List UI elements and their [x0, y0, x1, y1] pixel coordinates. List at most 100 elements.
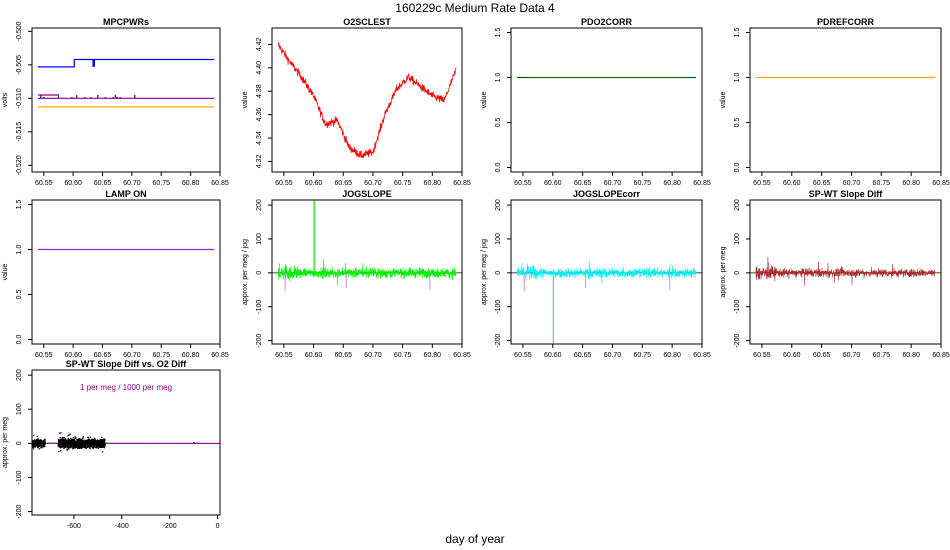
scatter-point	[103, 446, 105, 449]
scatter-point	[68, 447, 70, 449]
scatter-point	[93, 444, 95, 446]
y-tick-label: 0	[734, 271, 741, 275]
scatter-point	[75, 439, 78, 441]
scatter-point	[89, 436, 91, 438]
scatter-point	[101, 445, 103, 447]
plot-area	[750, 256, 941, 286]
scatter-point	[75, 441, 77, 443]
y-tick-label: 200	[734, 199, 741, 211]
figure-title: 160229c Medium Rate Data 4	[395, 1, 555, 15]
scatter-point	[96, 444, 98, 446]
plot-area	[272, 200, 462, 292]
panel-o2sclest: O2SCLEST value 60.55 60.60 60.65 60.70 60.75 60…	[242, 17, 471, 187]
scatter-point	[87, 436, 89, 438]
x-tick-label: 60.80	[663, 180, 681, 187]
scatter-point	[65, 443, 67, 445]
scatter-point	[95, 441, 97, 443]
panel-pdrefcorr: PDREFCORR value 60.55 60.60 60.65 60.70 60.75 6…	[720, 17, 950, 187]
scatter-point	[93, 442, 96, 444]
scatter-point	[66, 446, 69, 449]
scatter-point	[98, 445, 100, 447]
scatter-point	[98, 443, 100, 445]
x-tick-label: 60.85	[211, 352, 229, 359]
scatter-point	[66, 448, 68, 450]
scatter-point	[37, 444, 39, 446]
scatter-point	[102, 443, 104, 445]
scatter-point	[60, 449, 62, 452]
x-tick-label: 60.60	[544, 180, 562, 187]
panel-title: JOGSLOPEcorr	[573, 189, 641, 199]
y-tick-label: 100	[495, 233, 502, 245]
scatter-point	[82, 437, 84, 439]
y-axis-label: value	[720, 92, 727, 109]
scatter-point	[70, 446, 72, 449]
scatter-point	[72, 447, 75, 450]
scatter-point	[60, 444, 62, 446]
scatter-point	[62, 440, 65, 442]
scatter-point	[85, 447, 87, 449]
scatter-point	[63, 442, 65, 444]
scatter-point	[81, 439, 84, 442]
plot-frame	[510, 199, 703, 345]
scatter-point	[69, 445, 72, 447]
scatter-point	[38, 442, 41, 444]
annotation: 1 per meg / 1000 per meg	[80, 383, 172, 392]
scatter-point	[69, 446, 71, 448]
scatter-point	[89, 439, 91, 441]
x-tick-label: 60.85	[453, 352, 471, 359]
scatter-point	[89, 447, 91, 450]
plot-area	[511, 260, 702, 344]
scatter-point	[32, 440, 34, 442]
x-tick-label: 60.65	[334, 180, 352, 187]
scatter-point	[32, 445, 35, 447]
x-tick-label: 60.85	[932, 180, 950, 187]
scatter-point	[82, 446, 84, 449]
series-line	[277, 42, 457, 159]
scatter-point	[101, 445, 103, 448]
x-tick-label: 60.55	[753, 180, 771, 187]
x-tick-label: 60.80	[424, 180, 442, 187]
scatter-point	[43, 442, 46, 444]
scatter-point	[71, 443, 74, 445]
scatter-point	[84, 440, 87, 443]
x-tick-label: 60.80	[182, 180, 200, 187]
x-tick-label: 60.70	[843, 180, 861, 187]
scatter-point	[99, 444, 102, 447]
x-tick-label: 60.60	[783, 352, 801, 359]
scatter-point	[93, 446, 95, 448]
scatter-point	[103, 445, 105, 448]
scatter-point	[72, 437, 75, 439]
scatter-point	[95, 440, 98, 442]
x-tick-label: 60.80	[663, 352, 681, 359]
scatter-point	[44, 440, 46, 442]
scatter-point	[66, 440, 68, 442]
scatter-point	[34, 445, 36, 447]
scatter-point	[60, 445, 62, 447]
scatter-point	[59, 443, 61, 445]
scatter-point	[87, 444, 89, 446]
scatter-point	[63, 445, 66, 447]
scatter-point	[100, 439, 103, 441]
scatter-point	[91, 441, 93, 444]
scatter-point	[67, 442, 70, 444]
scatter-point	[99, 443, 102, 446]
scatter-point	[59, 446, 61, 448]
scatter-point	[70, 440, 73, 442]
y-tick-label: 0	[16, 441, 23, 445]
scatter-point	[92, 441, 95, 443]
scatter-point	[102, 442, 105, 444]
scatter-point	[87, 438, 90, 440]
x-tick-label: 60.80	[424, 352, 442, 359]
scatter-point	[77, 443, 79, 445]
scatter-point	[73, 445, 75, 447]
scatter-point	[66, 444, 68, 446]
scatter-point	[60, 438, 62, 441]
panel-mpcpwrs: MPCPWRs volts 60.55 60.60 60.65 60.70 60.75 60.…	[2, 17, 229, 187]
scatter-point	[61, 438, 63, 440]
scatter-point	[58, 441, 60, 443]
scatter-point	[61, 439, 64, 441]
scatter-point	[35, 440, 37, 442]
scatter-point	[60, 439, 63, 441]
scatter-point	[63, 441, 66, 443]
